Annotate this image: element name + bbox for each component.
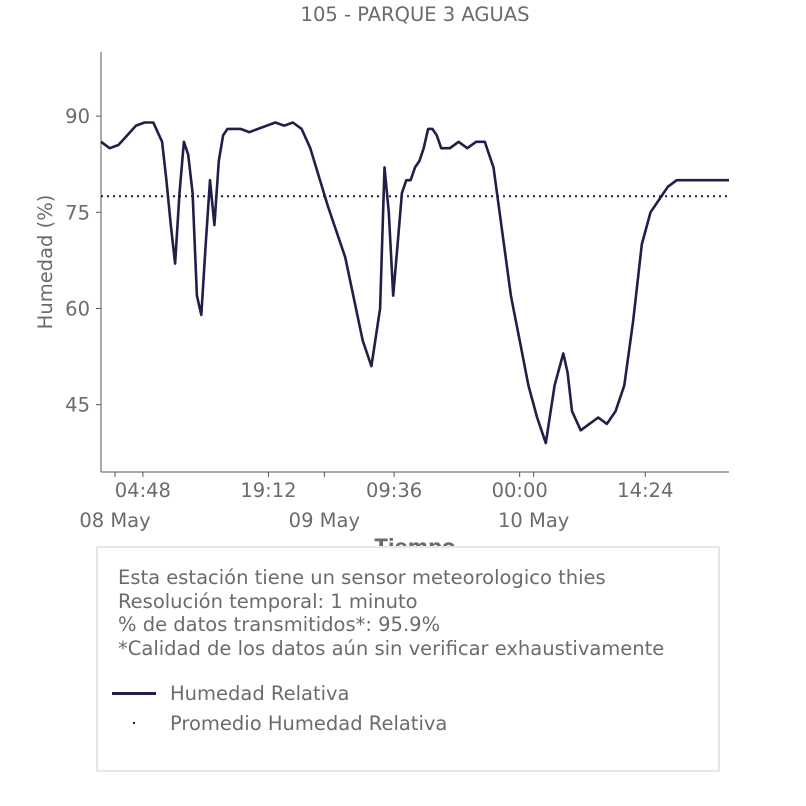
- info-line-resolution: Resolución temporal: 1 minuto: [118, 589, 418, 613]
- info-line-sensor: Esta estación tiene un sensor meteorolog…: [118, 566, 606, 589]
- legend-label-humidity: Humedad Relativa: [170, 681, 350, 705]
- y-axis-label: Humedad (%): [34, 195, 57, 330]
- x-ticks: 04:48 19:12 09:36 00:00 14:24 08 May 09 May 10 …: [79, 472, 673, 532]
- y-tick-label: 45: [65, 394, 90, 417]
- info-panel: Esta estación tiene un sensor meteorolog…: [96, 546, 720, 772]
- x-tick-label-date: 09 May: [289, 509, 360, 532]
- x-tick-label-date: 08 May: [79, 509, 150, 532]
- info-line-quality-note: *Calidad de los datos aún sin verificar …: [118, 636, 665, 660]
- x-tick-label-time: 00:00: [492, 479, 548, 502]
- legend-label-average: Promedio Humedad Relativa: [170, 711, 448, 735]
- y-tick-label: 75: [65, 201, 90, 224]
- y-ticks: 45 60 75 90: [65, 105, 101, 417]
- plot-area: 45 60 75 90 04:48 19:12 09:36 00:00 14:24 08 May…: [65, 52, 729, 532]
- humidity-series-line: [100, 121, 729, 445]
- x-tick-label-time: 04:48: [115, 479, 171, 502]
- info-text: Esta estación tiene un sensor meteorolog…: [118, 566, 664, 660]
- y-tick-label: 90: [65, 105, 90, 128]
- legend-dot-swatch: [110, 711, 156, 735]
- legend-item-average: Promedio Humedad Relativa: [110, 711, 447, 735]
- x-tick-label-time: 09:36: [366, 479, 422, 502]
- x-tick-label-time: 14:24: [617, 479, 673, 502]
- y-tick-label: 60: [65, 297, 90, 320]
- info-line-transmitted: % de datos transmitidos*: 95.9%: [118, 613, 441, 636]
- legend-item-humidity: Humedad Relativa: [110, 681, 350, 705]
- legend-line-swatch: [110, 681, 156, 705]
- x-tick-label-time: 19:12: [240, 479, 296, 502]
- x-tick-label-date: 10 May: [498, 509, 569, 532]
- chart-title: 105 - PARQUE 3 AGUAS: [301, 3, 530, 26]
